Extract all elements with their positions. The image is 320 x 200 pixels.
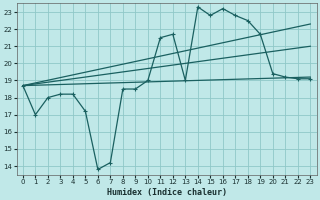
X-axis label: Humidex (Indice chaleur): Humidex (Indice chaleur) [107, 188, 227, 197]
